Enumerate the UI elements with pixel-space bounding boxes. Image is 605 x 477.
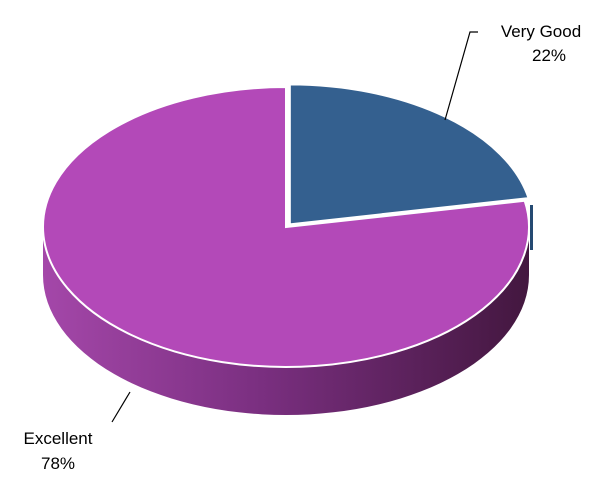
slice-side-wall bbox=[530, 205, 533, 250]
data-label-excellent-name: Excellent bbox=[24, 429, 93, 448]
pie-slice-excellent bbox=[42, 85, 530, 368]
leader-line-very-good bbox=[444, 31, 478, 121]
pie-slice-very-good bbox=[288, 83, 530, 226]
leader-line-excellent bbox=[111, 391, 131, 423]
pie-side-wall bbox=[43, 227, 529, 415]
data-label-excellent-value: 78% bbox=[41, 454, 75, 473]
data-label-very-good-value: 22% bbox=[532, 46, 566, 65]
data-label-very-good-name: Very Good bbox=[501, 22, 581, 41]
